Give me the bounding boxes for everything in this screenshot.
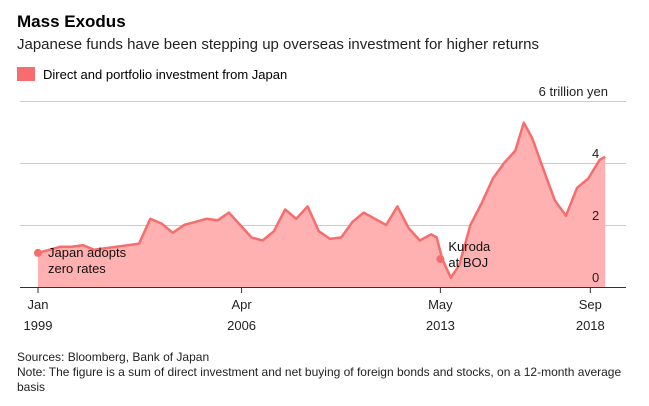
x-tick-label: May	[428, 297, 453, 312]
annotation-label: Japan adopts zero rates	[48, 245, 127, 276]
legend-label: Direct and portfolio investment from Jap…	[43, 66, 288, 82]
y-tick-label: 6 trillion yen	[539, 84, 608, 99]
note-text: Note: The figure is a sum of direct inve…	[17, 365, 622, 394]
annotation-dot	[436, 255, 445, 264]
chart-subtitle: Japanese funds have been stepping up ove…	[17, 36, 539, 53]
x-tick-year: 2013	[426, 318, 455, 333]
series-line	[37, 121, 606, 279]
y-tick-label: 4	[592, 146, 599, 161]
x-tick-label: Jan	[28, 297, 49, 312]
chart-title: Mass Exodus	[17, 12, 126, 31]
legend-swatch	[17, 67, 35, 81]
x-tick-label: Sep	[579, 297, 602, 312]
legend: Direct and portfolio investment from Jap…	[17, 66, 287, 82]
x-tick-year: 1999	[24, 318, 53, 333]
annotation-label: Kuroda at BOJ	[448, 239, 491, 270]
series-area	[38, 122, 606, 287]
x-tick-label: Apr	[231, 297, 252, 312]
y-tick-label: 2	[592, 208, 599, 223]
annotation-dot	[34, 248, 42, 257]
x-tick-year: 2006	[227, 318, 256, 333]
y-tick-label: 0	[592, 270, 599, 285]
x-tick-year: 2018	[576, 318, 605, 333]
source-text: Sources: Bloomberg, Bank of Japan	[17, 350, 210, 364]
